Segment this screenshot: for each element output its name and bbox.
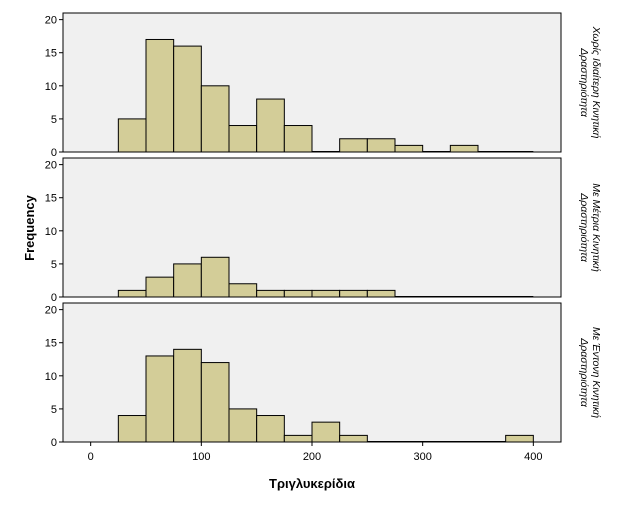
histogram-bar xyxy=(311,289,341,298)
y-tick-label: 5 xyxy=(51,404,57,416)
panel-label-line: Με Έντονη Κινητική xyxy=(590,327,602,418)
x-tick-label: 100 xyxy=(192,451,210,463)
panel-label-line: Χωρίς Ιδιαίτερη Κινητική xyxy=(590,26,602,139)
y-tick-label: 15 xyxy=(45,48,57,60)
panel-label-line: Με Μέτρια Κινητική xyxy=(590,183,602,272)
panel-label: Με Έντονη ΚινητικήΔραστηριότητα xyxy=(578,327,602,418)
y-tick-label: 5 xyxy=(51,259,57,271)
histogram-bar xyxy=(339,138,368,153)
y-tick-label: 0 xyxy=(51,437,57,449)
y-tick-label: 10 xyxy=(45,226,57,238)
histogram-bar xyxy=(117,118,147,153)
x-axis: 0 100 200 300 400 xyxy=(88,442,543,463)
histogram-bar xyxy=(339,289,368,298)
histogram-bar xyxy=(366,289,396,298)
histogram-bar xyxy=(145,355,175,443)
histogram-bar xyxy=(283,434,313,443)
histogram-bar xyxy=(145,38,175,153)
y-tick-label: 20 xyxy=(45,160,57,172)
y-tick-label: 15 xyxy=(45,338,57,350)
panel-label-line: Δραστηριότητα xyxy=(578,192,590,263)
x-tick-label: 300 xyxy=(413,451,431,463)
x-axis-title: Τριγλυκερίδια xyxy=(269,476,355,491)
histogram-bar xyxy=(228,408,258,443)
panel-label: Χωρίς Ιδιαίτερη ΚινητικήΔραστηριότητα xyxy=(578,26,602,139)
y-axis-title: Frequency xyxy=(22,194,37,261)
y-tick-label: 10 xyxy=(45,81,57,93)
y-tick-label: 20 xyxy=(45,15,57,27)
histogram-bar xyxy=(366,138,396,153)
histogram-bar xyxy=(449,144,479,153)
x-tick-label: 200 xyxy=(303,451,321,463)
histogram-bar xyxy=(200,85,230,153)
y-tick-label: 0 xyxy=(51,292,57,304)
panel-label-line: Δραστηριότητα xyxy=(578,337,590,408)
panel-3: 0 5 10 15 20 Με Έντονη ΚινητικήΔραστηριότητα xyxy=(45,302,602,449)
histogram-bar xyxy=(228,125,258,153)
histogram-bar xyxy=(173,348,202,443)
y-tick-label: 5 xyxy=(51,114,57,126)
histogram-bar xyxy=(173,263,202,298)
x-tick-label: 0 xyxy=(88,451,94,463)
histogram-bar xyxy=(117,289,147,298)
y-tick-label: 15 xyxy=(45,193,57,205)
panel-label-line: Δραστηριότητα xyxy=(578,47,590,118)
histogram-bar xyxy=(339,434,368,443)
histogram-bar xyxy=(283,289,313,298)
x-tick-label: 400 xyxy=(524,451,542,463)
panel-background xyxy=(62,157,562,298)
histogram-bar xyxy=(200,362,230,443)
histogram-bar xyxy=(145,276,175,298)
histogram-bar xyxy=(256,415,285,443)
histogram-bar xyxy=(394,144,424,153)
histogram-bar xyxy=(200,256,230,298)
histogram-bar xyxy=(117,415,147,443)
histogram-bar xyxy=(311,421,341,443)
histogram-bar xyxy=(173,45,202,153)
y-tick-label: 20 xyxy=(45,305,57,317)
histogram-bar xyxy=(505,434,534,443)
histogram-bar xyxy=(228,283,258,298)
histogram-bar xyxy=(256,289,285,298)
panel-label: Με Μέτρια ΚινητικήΔραστηριότητα xyxy=(578,183,602,272)
panel-2: 0 5 10 15 20 Με Μέτρια ΚινητικήΔραστηριότητα xyxy=(45,157,602,304)
y-tick-label: 10 xyxy=(45,371,57,383)
panel-1: 0 5 10 15 20 Χωρίς Ιδιαίτερη ΚινητικήΔραστηρι… xyxy=(45,12,602,159)
histogram-bar xyxy=(256,98,285,153)
y-tick-label: 0 xyxy=(51,147,57,159)
histogram-bar xyxy=(283,125,313,153)
